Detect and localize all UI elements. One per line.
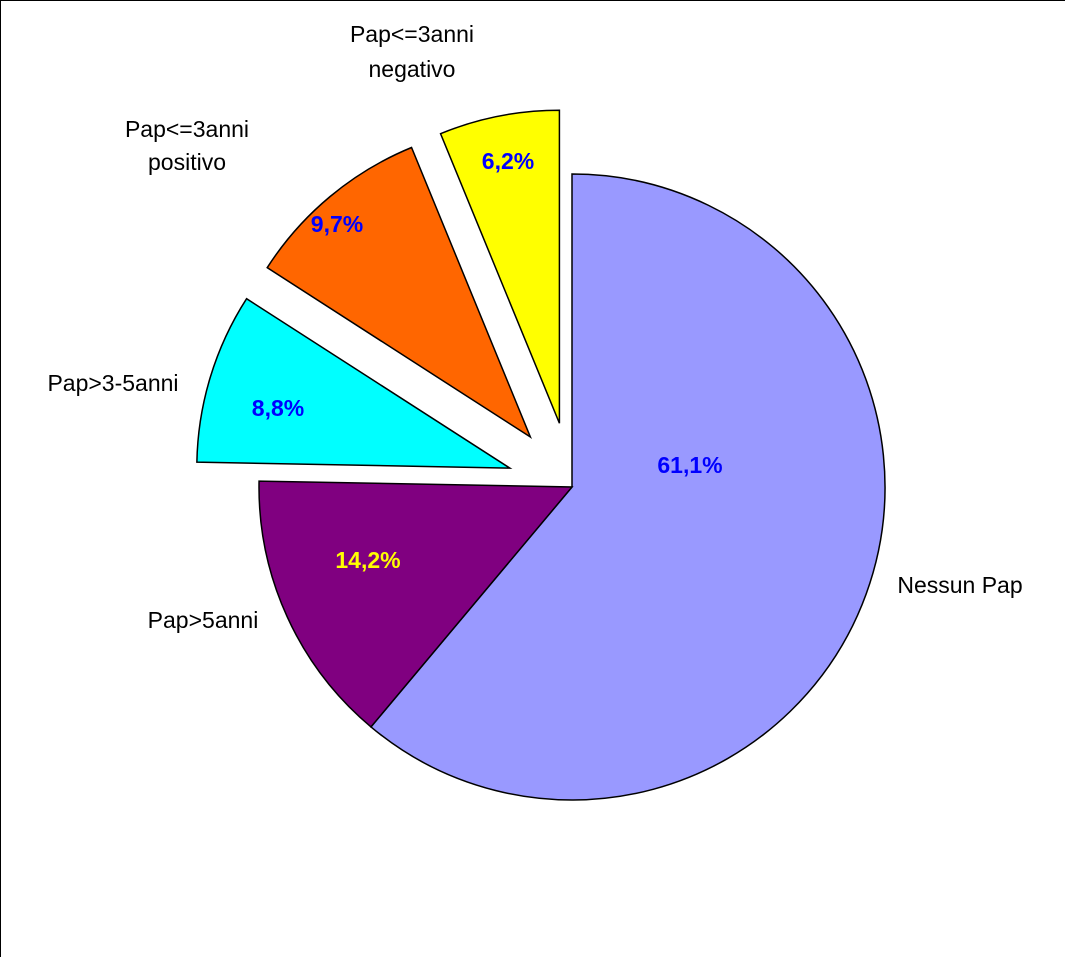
pie-slice-pap-3anni-positivo (266, 146, 533, 439)
category-label-pap-3anni-negativo: Pap<=3anni negativo (350, 21, 474, 82)
pie-slice-pap-3-5anni (196, 297, 513, 469)
value-label-pap-3anni-positivo: 9,7% (311, 211, 363, 237)
value-label-pap-3-5anni: 8,8% (252, 395, 304, 421)
value-label-pap-3anni-negativo: 6,2% (482, 148, 534, 174)
category-label-pap-5anni: Pap>5anni (148, 607, 259, 633)
pie-slice-pap-3anni-negativo (439, 109, 561, 424)
category-label-pap-3-5anni: Pap>3-5anni (47, 370, 178, 396)
value-label-pap-5anni: 14,2% (335, 547, 400, 573)
pie-slice-pap-5anni (258, 480, 574, 728)
pie-slice-nessun-pap (369, 173, 886, 801)
category-label-pap-3anni-positivo: Pap<=3anni positivo (125, 116, 249, 175)
value-label-nessun-pap: 61,1% (657, 452, 722, 478)
category-label-nessun-pap: Nessun Pap (897, 572, 1022, 598)
